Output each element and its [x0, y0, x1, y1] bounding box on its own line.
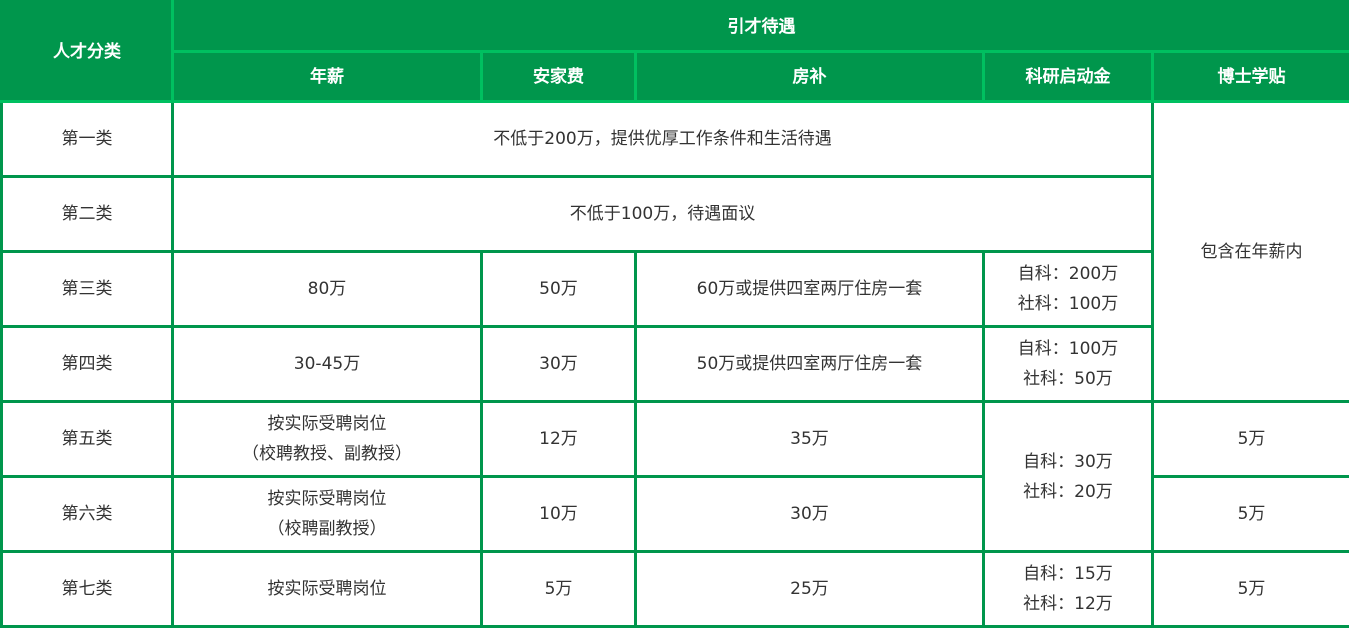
header-benefits-group: 引才待遇 — [173, 2, 1349, 52]
row-category: 第二类 — [2, 177, 173, 252]
research-cell-merged: 自科：30万社科：20万 — [984, 402, 1153, 552]
row-category: 第四类 — [2, 327, 173, 402]
table-row: 第四类 30-45万 30万 50万或提供四室两厅住房一套 自科：100万社科：… — [2, 327, 1349, 402]
settlement-cell: 10万 — [482, 477, 636, 552]
table-row: 第七类 按实际受聘岗位 5万 25万 自科：15万社科：12万 5万 — [2, 552, 1349, 627]
header-row-2: 年薪 安家费 房补 科研启动金 博士学贴 — [2, 52, 1349, 102]
table-row: 第一类 不低于200万，提供优厚工作条件和生活待遇 包含在年薪内 — [2, 102, 1349, 177]
settlement-cell: 12万 — [482, 402, 636, 477]
header-phd-allowance: 博士学贴 — [1153, 52, 1349, 102]
header-settlement: 安家费 — [482, 52, 636, 102]
settlement-cell: 30万 — [482, 327, 636, 402]
salary-line: 按实际受聘岗位 — [174, 484, 480, 514]
research-science: 自科：200万 — [985, 259, 1151, 289]
settlement-cell: 50万 — [482, 252, 636, 327]
research-science: 自科：30万 — [985, 447, 1151, 477]
row-category: 第六类 — [2, 477, 173, 552]
header-salary: 年薪 — [173, 52, 482, 102]
research-cell: 自科：100万社科：50万 — [984, 327, 1153, 402]
research-social: 社科：50万 — [985, 364, 1151, 394]
housing-cell: 25万 — [636, 552, 984, 627]
research-cell: 自科：15万社科：12万 — [984, 552, 1153, 627]
salary-line: 按实际受聘岗位 — [174, 409, 480, 439]
table-row: 第五类 按实际受聘岗位（校聘教授、副教授） 12万 35万 自科：30万社科：2… — [2, 402, 1349, 477]
phd-allowance-cell: 5万 — [1153, 552, 1349, 627]
research-social: 社科：100万 — [985, 289, 1151, 319]
merged-benefit: 不低于200万，提供优厚工作条件和生活待遇 — [173, 102, 1153, 177]
salary-cell: 按实际受聘岗位（校聘教授、副教授） — [173, 402, 482, 477]
row-category: 第五类 — [2, 402, 173, 477]
salary-cell: 按实际受聘岗位 — [173, 552, 482, 627]
merged-benefit: 不低于100万，待遇面议 — [173, 177, 1153, 252]
header-row-1: 人才分类 引才待遇 — [2, 2, 1349, 52]
research-cell: 自科：200万社科：100万 — [984, 252, 1153, 327]
row-category: 第三类 — [2, 252, 173, 327]
table-row: 第二类 不低于100万，待遇面议 — [2, 177, 1349, 252]
housing-cell: 50万或提供四室两厅住房一套 — [636, 327, 984, 402]
phd-allowance-merged: 包含在年薪内 — [1153, 102, 1349, 402]
salary-note: （校聘副教授） — [174, 514, 480, 544]
phd-allowance-cell: 5万 — [1153, 477, 1349, 552]
row-category: 第一类 — [2, 102, 173, 177]
housing-cell: 35万 — [636, 402, 984, 477]
row-category: 第七类 — [2, 552, 173, 627]
salary-note: （校聘教授、副教授） — [174, 439, 480, 469]
phd-allowance-cell: 5万 — [1153, 402, 1349, 477]
header-research-fund: 科研启动金 — [984, 52, 1153, 102]
header-housing: 房补 — [636, 52, 984, 102]
salary-cell: 按实际受聘岗位（校聘副教授） — [173, 477, 482, 552]
housing-cell: 60万或提供四室两厅住房一套 — [636, 252, 984, 327]
research-science: 自科：15万 — [985, 559, 1151, 589]
salary-cell: 30-45万 — [173, 327, 482, 402]
research-science: 自科：100万 — [985, 334, 1151, 364]
settlement-cell: 5万 — [482, 552, 636, 627]
housing-cell: 30万 — [636, 477, 984, 552]
table-row: 第三类 80万 50万 60万或提供四室两厅住房一套 自科：200万社科：100… — [2, 252, 1349, 327]
research-social: 社科：20万 — [985, 477, 1151, 507]
research-social: 社科：12万 — [985, 589, 1151, 619]
header-category: 人才分类 — [2, 2, 173, 102]
salary-cell: 80万 — [173, 252, 482, 327]
